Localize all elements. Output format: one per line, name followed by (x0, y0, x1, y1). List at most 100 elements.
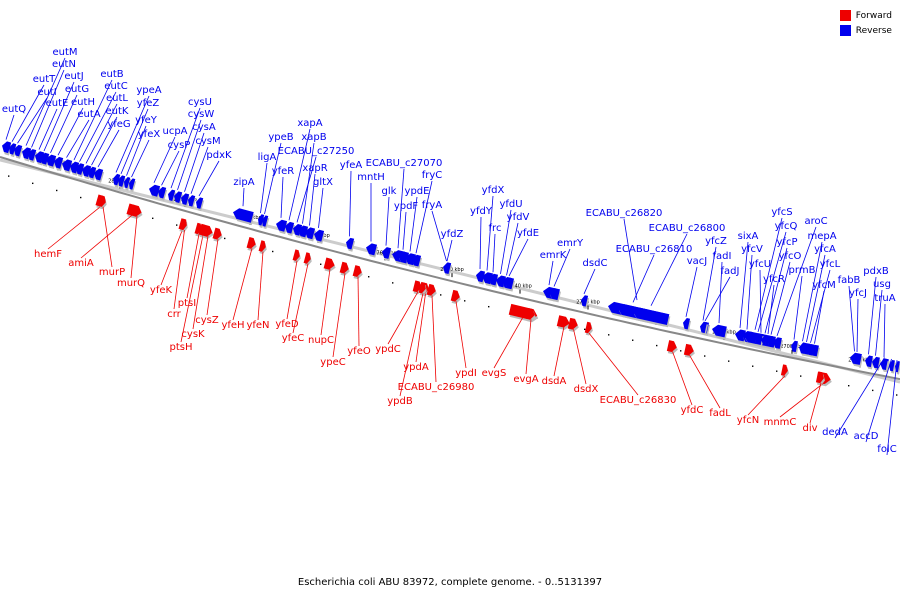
gene-glyph[interactable] (231, 207, 255, 226)
gene-label[interactable]: yfdY (470, 206, 493, 217)
gene-glyph[interactable] (92, 168, 105, 183)
gene-glyph[interactable] (303, 226, 317, 242)
gene-label[interactable]: yfcZ (705, 236, 727, 247)
gene-glyph[interactable] (450, 289, 462, 305)
gene-glyph[interactable] (116, 175, 127, 190)
gene-glyph[interactable] (52, 156, 65, 172)
gene-label[interactable]: folC (877, 444, 896, 455)
gene-label[interactable]: ucpA (162, 126, 187, 137)
gene-label[interactable]: yfeY (135, 115, 158, 126)
gene-label[interactable]: eutM (52, 47, 77, 58)
gene-label[interactable]: ypdE (405, 186, 430, 197)
gene-label[interactable]: eutG (65, 84, 89, 95)
gene-label[interactable]: cysU (188, 97, 212, 108)
gene-label[interactable]: eutB (100, 69, 123, 80)
gene-label[interactable]: dsdX (574, 384, 599, 395)
gene-label[interactable]: murQ (117, 278, 145, 289)
gene-glyph[interactable] (418, 281, 428, 296)
gene-label[interactable]: fadI (713, 251, 732, 262)
gene-glyph[interactable] (147, 183, 162, 200)
gene-glyph[interactable] (274, 219, 289, 235)
gene-glyph[interactable] (525, 307, 537, 323)
gene-glyph[interactable] (26, 148, 38, 164)
gene-label[interactable]: yfdV (507, 212, 530, 223)
gene-glyph[interactable] (487, 273, 500, 288)
gene-label[interactable]: xapR (302, 163, 327, 174)
gene-label[interactable]: yfeD (275, 319, 299, 330)
gene-label[interactable]: yfcV (741, 244, 763, 255)
gene-label[interactable]: emrY (557, 238, 584, 249)
gene-glyph[interactable] (780, 364, 790, 379)
gene-label[interactable]: eutC (104, 81, 127, 92)
gene-label[interactable]: yfeR (272, 166, 295, 177)
gene-label[interactable]: eutH (71, 97, 95, 108)
gene-label[interactable]: zipA (233, 177, 254, 188)
gene-label[interactable]: eutJ (64, 71, 83, 82)
gene-label[interactable]: yfdE (517, 228, 539, 239)
gene-label[interactable]: eutK (106, 106, 129, 117)
gene-label[interactable]: eutN (52, 59, 76, 70)
gene-glyph[interactable] (710, 324, 728, 340)
gene-label[interactable]: yfcU (749, 259, 771, 270)
gene-glyph[interactable] (364, 242, 379, 258)
gene-label[interactable]: mepA (807, 231, 836, 242)
gene-glyph[interactable] (156, 186, 168, 201)
gene-label[interactable]: ypdC (375, 344, 401, 355)
gene-label[interactable]: pdxB (863, 266, 889, 277)
gene-label[interactable]: eutI (37, 87, 56, 98)
gene-glyph[interactable] (816, 371, 827, 386)
gene-label[interactable]: yfcL (820, 259, 841, 270)
gene-label[interactable]: yfeC (282, 333, 305, 344)
gene-label[interactable]: ypeA (136, 85, 161, 96)
gene-label[interactable]: yfdU (499, 199, 522, 210)
gene-glyph[interactable] (771, 336, 784, 352)
gene-label[interactable]: fryC (422, 170, 443, 181)
gene-label[interactable]: cysW (188, 109, 215, 120)
gene-glyph[interactable] (631, 306, 671, 328)
gene-label[interactable]: vacJ (687, 256, 708, 267)
gene-label[interactable]: ypeC (320, 357, 345, 368)
gene-label[interactable]: eutE (46, 98, 69, 109)
gene-label[interactable]: amiA (68, 258, 94, 269)
gene-label[interactable]: ypeB (268, 132, 293, 143)
gene-label[interactable]: cysK (181, 329, 205, 340)
gene-label[interactable]: yfcO (779, 251, 802, 262)
gene-glyph[interactable] (698, 321, 709, 336)
gene-glyph[interactable] (194, 197, 205, 212)
gene-label[interactable]: yfdX (482, 185, 505, 196)
gene-label[interactable]: sixA (738, 231, 759, 242)
gene-label[interactable]: yfcQ (775, 221, 798, 232)
gene-glyph[interactable] (323, 257, 337, 273)
gene-label[interactable]: ptsH (170, 342, 193, 353)
gene-glyph[interactable] (810, 344, 821, 359)
gene-label[interactable]: glk (382, 186, 397, 197)
gene-label[interactable]: yfeX (138, 129, 161, 140)
gene-label[interactable]: ECABU_c26980 (398, 382, 475, 393)
gene-label[interactable]: fabB (838, 275, 861, 286)
gene-glyph[interactable] (339, 261, 351, 277)
gene-glyph[interactable] (44, 154, 58, 169)
gene-label[interactable]: fadJ (721, 266, 740, 277)
gene-glyph[interactable] (179, 192, 191, 208)
gene-glyph[interactable] (789, 340, 800, 355)
gene-glyph[interactable] (547, 287, 561, 303)
gene-glyph[interactable] (410, 254, 423, 269)
gene-label[interactable]: yfcA (814, 244, 836, 255)
gene-glyph[interactable] (567, 317, 580, 333)
gene-glyph[interactable] (556, 315, 572, 331)
gene-glyph[interactable] (260, 215, 270, 230)
gene-label[interactable]: cysZ (195, 315, 219, 326)
gene-label[interactable]: cysA (192, 122, 216, 133)
gene-glyph[interactable] (426, 283, 438, 299)
gene-glyph[interactable] (584, 321, 594, 336)
gene-glyph[interactable] (0, 140, 13, 156)
gene-glyph[interactable] (752, 333, 765, 348)
gene-label[interactable]: eutA (77, 109, 100, 120)
gene-glyph[interactable] (212, 227, 225, 243)
gene-label[interactable]: eutL (106, 93, 128, 104)
gene-label[interactable]: fadL (709, 408, 731, 419)
gene-label[interactable]: yfdC (681, 405, 704, 416)
gene-label[interactable]: ypdA (403, 362, 429, 373)
gene-label[interactable]: ptsI (178, 298, 196, 309)
gene-label[interactable]: yfeO (347, 346, 371, 357)
